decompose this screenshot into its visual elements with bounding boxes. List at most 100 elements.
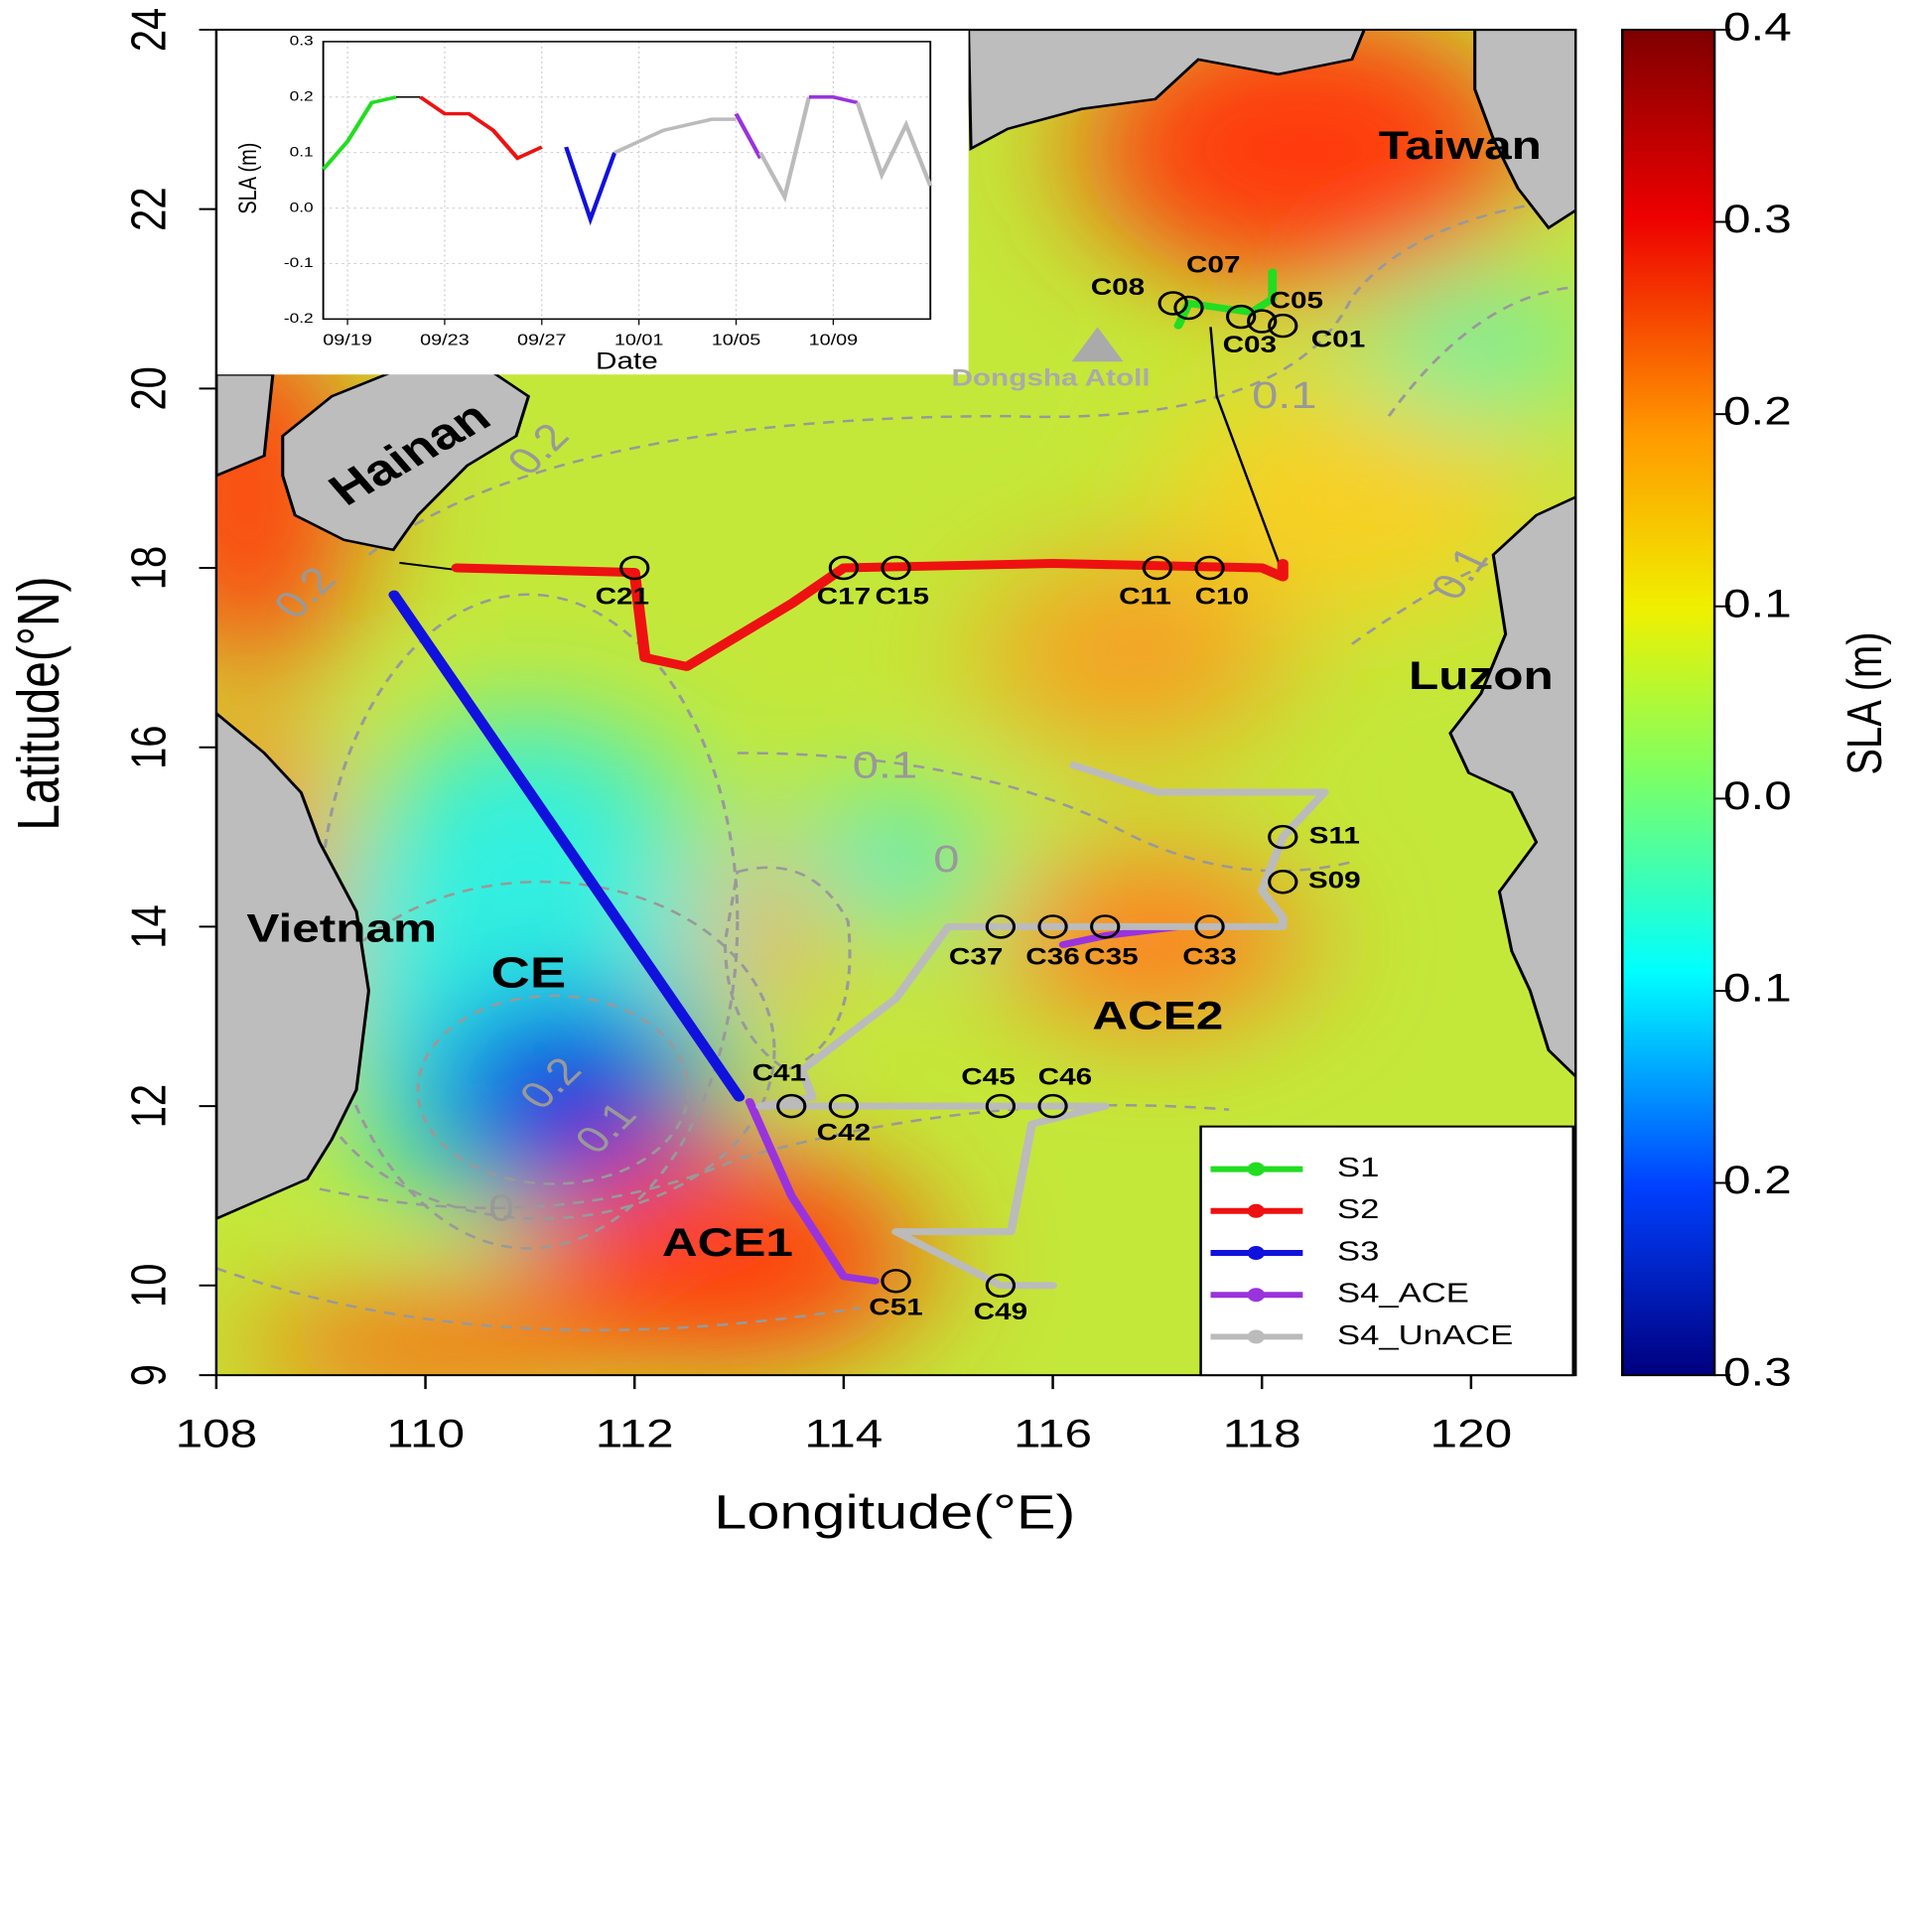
inset-y-tick-label: 0.2: [290, 89, 314, 104]
x-tick-label: 118: [1223, 1411, 1301, 1455]
legend-marker: [1247, 1203, 1265, 1218]
station-label: C45: [961, 1063, 1015, 1090]
inset-y-tick-label: 0.0: [290, 201, 314, 215]
x-tick-label: 114: [804, 1411, 883, 1455]
inset-x-tick-label: 10/01: [614, 331, 664, 348]
inset-line: [855, 101, 933, 187]
legend-marker: [1247, 1162, 1265, 1176]
station-label: C17: [817, 583, 871, 610]
y-tick-label: 22: [120, 187, 176, 230]
station: [1037, 1093, 1068, 1119]
land: [215, 29, 1576, 1220]
inset-line: [419, 95, 543, 161]
station: [881, 555, 911, 581]
colorbar-tick-label: 0.1: [1723, 581, 1792, 625]
station-label: C37: [949, 943, 1003, 970]
inset-y-label: SLA (m): [234, 143, 262, 214]
y-tick-label: 12: [120, 1084, 176, 1128]
station-label: C33: [1182, 943, 1236, 970]
legend-label: S3: [1337, 1236, 1379, 1267]
legend-label: S2: [1337, 1193, 1379, 1224]
station-label: S11: [1309, 822, 1360, 849]
inset-line: [613, 117, 737, 155]
station: [1194, 914, 1225, 939]
station: [1225, 304, 1257, 330]
station: [985, 1093, 1017, 1119]
inset-line: [734, 112, 762, 159]
inset-x-tick-label: 10/05: [712, 331, 761, 348]
y-tick-label: 14: [120, 904, 176, 948]
station: [1157, 291, 1188, 316]
station: [1268, 824, 1298, 850]
inset-y-tick-label: 0.1: [290, 145, 314, 160]
legend-marker: [1247, 1329, 1265, 1344]
station: [776, 1093, 807, 1119]
station: [1268, 870, 1298, 895]
region-label: Vietnam: [246, 905, 437, 950]
station-label: C05: [1270, 287, 1323, 314]
connector: [399, 561, 456, 571]
station-label: C35: [1084, 943, 1138, 970]
station: [828, 555, 860, 581]
inset-x-tick-label: 09/27: [517, 331, 567, 348]
y-tick-label: 18: [120, 546, 176, 590]
region-label: ACE2: [1092, 993, 1223, 1037]
station-label: C07: [1186, 251, 1240, 278]
colorbar-tick-label: 0.2: [1723, 388, 1792, 433]
station-label: C42: [817, 1119, 871, 1146]
station: [985, 914, 1017, 939]
map-frame: [214, 28, 1577, 1377]
x-tick-label: 110: [386, 1411, 465, 1455]
y-tick-label: 10: [120, 1264, 176, 1308]
region-label: CE: [491, 949, 567, 998]
legend-marker: [1247, 1288, 1265, 1303]
station-label: C03: [1223, 332, 1277, 358]
legend-label: S4_ACE: [1337, 1278, 1469, 1309]
station-label: C41: [752, 1059, 806, 1086]
colorbar-label: SLA (m): [1837, 631, 1892, 774]
station: [1090, 914, 1121, 939]
station-label: C21: [596, 583, 649, 610]
inset-x-label: Date: [596, 347, 658, 374]
contour-label: 0: [488, 1187, 514, 1230]
inset-x-tick-label: 09/19: [323, 331, 372, 348]
station-label: C11: [1119, 583, 1171, 610]
station-label: C49: [974, 1299, 1027, 1325]
inset-x-tick-label: 09/23: [420, 331, 470, 348]
y-tick-label: 24: [120, 8, 176, 52]
inset: 0.3 0.2 0.1 0.0 -0.1 -0.2 09/19 09/23 09/27 10/01…: [215, 29, 969, 375]
station: [1037, 914, 1068, 939]
y-tick-label: 16: [120, 726, 176, 769]
inset-x-tick-label: 10/09: [809, 331, 859, 348]
colorbar: [1621, 28, 1716, 1377]
inset-line: [757, 96, 812, 204]
colorbar-tick-label: 0.3: [1723, 197, 1792, 241]
inset-y-tick-label: -0.1: [284, 256, 314, 271]
x-tick-label: 120: [1430, 1411, 1513, 1455]
station-label: C10: [1195, 583, 1249, 610]
colorbar-tick-label: 0.3: [1723, 1349, 1792, 1394]
station-label: C01: [1311, 326, 1365, 352]
station: [881, 1269, 911, 1294]
contour-label: 0: [933, 839, 959, 882]
region-label: Dongsha Atoll: [951, 364, 1150, 391]
station-label: C36: [1025, 943, 1079, 970]
region-label: Luzon: [1409, 653, 1554, 698]
x-tick-label: 116: [1014, 1411, 1092, 1455]
station-label: C46: [1038, 1063, 1092, 1090]
tracks: [388, 268, 1329, 1290]
colorbar-tick-label: 0.2: [1723, 1158, 1792, 1202]
colorbar-tick-label: 0.0: [1723, 772, 1792, 817]
contour-label: 0.1: [853, 745, 917, 787]
station: [1194, 555, 1225, 581]
track: [755, 761, 1329, 1290]
dongsha-marker: [1071, 327, 1124, 362]
inset-y-tick-label: -0.2: [284, 311, 314, 326]
station: [1247, 309, 1278, 334]
colorbar-tick-label: 0.1: [1723, 965, 1792, 1010]
station: [1268, 313, 1298, 339]
inset-line: [808, 95, 859, 105]
colorbar-tick-label: 0.4: [1723, 4, 1792, 49]
